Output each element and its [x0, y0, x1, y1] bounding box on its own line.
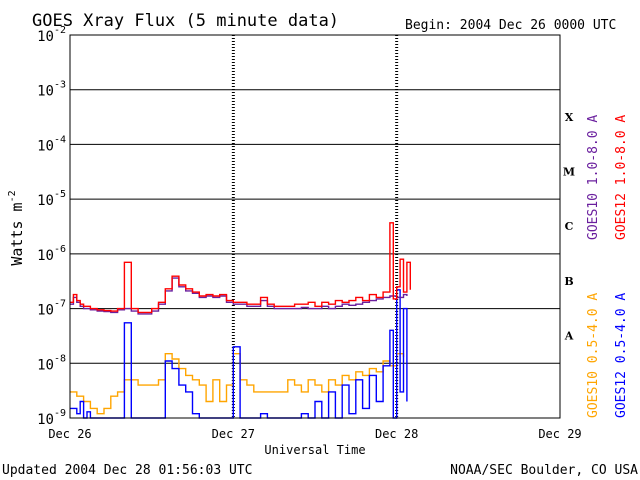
y-tick-exponent: -6 [54, 244, 66, 255]
y-tick-label: 10-7 [37, 299, 66, 319]
y-tick-label: 10-4 [37, 134, 66, 154]
flare-class-b: B [564, 275, 573, 288]
y-tick-exponent: -9 [54, 408, 66, 419]
y-tick-base: 10 [37, 412, 54, 428]
y-tick-base: 10 [37, 357, 54, 373]
y-tick-exponent: -3 [54, 80, 66, 91]
y-tick-exponent: -7 [54, 299, 66, 310]
flare-class-c: C [565, 220, 574, 233]
updated-text: Updated 2004 Dec 28 01:56:03 UTC [2, 463, 252, 478]
y-axis-label-exponent: -2 [7, 190, 18, 202]
grid-lines [70, 34, 560, 419]
y-tick-label: 10-9 [37, 408, 66, 428]
y-axis-label: Watts m-2 [7, 190, 26, 265]
y-tick-exponent: -5 [54, 189, 66, 200]
x-tick-label: Dec 29 [538, 427, 581, 441]
legend-entry-goes10-1-0-8-0-a: GOES10 1.0-8.0 A [586, 115, 601, 240]
x-tick-labels: Dec 26 Dec 27 Dec 28 Dec 29 [48, 427, 581, 441]
x-tick-label: Dec 28 [375, 427, 418, 441]
series-line-goes10-0-5-4-0-a [70, 353, 405, 415]
legend-entry-goes12-0-5-4-0-a: GOES12 0.5-4.0 A [614, 293, 629, 418]
y-tick-label: 10-6 [37, 244, 66, 264]
y-tick-base: 10 [37, 303, 54, 319]
y-axis-label-text: Watts m [8, 202, 26, 265]
y-tick-label: 10-5 [37, 189, 66, 209]
begin-label: Begin: 2004 Dec 26 0000 UTC [405, 18, 616, 33]
legend: GOES10 1.0-8.0 A GOES12 1.0-8.0 A GOES10 0… [586, 115, 629, 418]
svg-text:Watts m-2: Watts m-2 [7, 190, 26, 265]
flare-class-labels: X M C B A [563, 111, 575, 343]
day-markers [231, 35, 399, 418]
legend-entry-goes12-1-0-8-0-a: GOES12 1.0-8.0 A [614, 115, 629, 240]
series-line-goes12-1-0-8-0-a [70, 222, 411, 314]
plot-frame [69, 34, 561, 419]
source-text: NOAA/SEC Boulder, CO USA [450, 463, 638, 478]
y-tick-base: 10 [37, 84, 54, 100]
flare-class-x: X [565, 111, 574, 124]
chart-title: GOES Xray Flux (5 minute data) [32, 11, 339, 31]
y-tick-exponent: -2 [54, 25, 66, 36]
legend-entry-goes10-0-5-4-0-a: GOES10 0.5-4.0 A [586, 293, 601, 418]
y-tick-base: 10 [37, 29, 54, 45]
y-tick-label: 10-8 [37, 353, 66, 373]
y-tick-labels: 10-210-310-410-510-610-710-810-9 [37, 25, 66, 428]
y-tick-base: 10 [37, 138, 54, 154]
flare-class-m: M [563, 166, 575, 179]
y-tick-label: 10-3 [37, 80, 66, 100]
series-lines [70, 222, 411, 419]
y-tick-exponent: -8 [54, 353, 66, 364]
flare-class-a: A [564, 330, 574, 343]
x-axis-label: Universal Time [264, 443, 365, 457]
y-tick-label: 10-2 [37, 25, 66, 45]
y-tick-exponent: -4 [54, 134, 66, 145]
x-tick-label: Dec 27 [212, 427, 255, 441]
y-tick-base: 10 [37, 248, 54, 264]
x-tick-label: Dec 26 [48, 427, 91, 441]
y-tick-base: 10 [37, 193, 54, 209]
